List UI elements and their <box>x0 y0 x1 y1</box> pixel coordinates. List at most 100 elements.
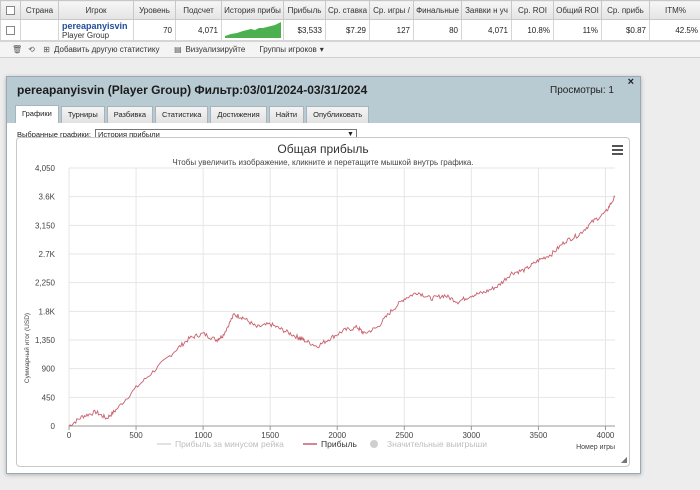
tab-graphs[interactable]: Графики <box>15 105 59 123</box>
tab-tournaments[interactable]: Турниры <box>60 106 105 123</box>
chart-subtitle: Чтобы увеличить изображение, кликните и … <box>172 158 474 167</box>
profit-sparkline[interactable] <box>225 22 281 38</box>
y-axis-label: Суммарный итог (USD) <box>23 313 31 383</box>
chart-icon: ▤ <box>174 45 182 54</box>
country-cell <box>20 19 59 41</box>
x-tick-label: 2000 <box>328 431 346 440</box>
avg-games-cell: 127 <box>369 19 414 41</box>
y-tick-label: 4,050 <box>35 164 56 173</box>
x-tick-label: 1000 <box>194 431 212 440</box>
column-header[interactable]: Ср. ROI <box>511 0 554 20</box>
modal-header[interactable]: pereapanyisvin (Player Group) Фильтр:03/… <box>7 76 640 103</box>
profit-cell: $3,533 <box>283 19 326 41</box>
player-stats-table: Страна Игрок Уровень Подсчет История при… <box>0 0 700 41</box>
refresh-icon[interactable]: ⟲ <box>28 45 35 54</box>
legend-item-label[interactable]: Прибыль за минусом рейка <box>175 439 284 449</box>
legend-item-label[interactable]: Значительные выигрыши <box>387 439 487 449</box>
column-header[interactable]: Подсчет <box>175 0 222 20</box>
close-icon[interactable]: × <box>627 76 634 88</box>
y-tick-label: 900 <box>42 365 56 374</box>
x-tick-label: 4000 <box>597 431 615 440</box>
chevron-down-icon: ▾ <box>319 45 324 54</box>
count-cell: 4,071 <box>175 19 222 41</box>
visualize-button[interactable]: ▤ Визуализируйте <box>173 45 245 54</box>
y-tick-label: 0 <box>51 422 56 431</box>
modal-title: pereapanyisvin (Player Group) Фильтр:03/… <box>17 83 368 97</box>
tab-publish[interactable]: Опубликовать <box>306 106 370 123</box>
x-axis-ticks: 0 500 1000 1500 2000 2500 3000 3500 4000 <box>67 425 615 440</box>
chart-series <box>68 195 616 427</box>
column-header[interactable]: Общий ROI <box>553 0 602 20</box>
column-header[interactable]: Игрок <box>58 0 134 20</box>
column-header[interactable]: Заявки н уч <box>461 0 512 20</box>
finals-cell: 80 <box>413 19 462 41</box>
itm-cell: 42.5% <box>649 19 700 41</box>
y-tick-label: 1,350 <box>35 336 56 345</box>
avg-stake-cell: $7.29 <box>325 19 370 41</box>
add-stats-button[interactable]: ⊞ Добавить другую статистику <box>42 45 159 54</box>
tab-breakdown[interactable]: Разбивка <box>106 106 154 123</box>
chart-svg[interactable]: 04509001,3501.8K2,2502.7K3,1503.6K4,050 … <box>17 138 629 466</box>
visualize-label: Визуализируйте <box>185 45 246 54</box>
column-header[interactable]: Ср. игры / <box>369 0 414 20</box>
legend-swatch <box>370 440 378 448</box>
row-checkbox-cell[interactable] <box>0 19 21 41</box>
trash-icon[interactable]: 🗑 <box>12 45 23 54</box>
x-tick-label: 1500 <box>261 431 279 440</box>
stats-add-icon: ⊞ <box>43 45 50 54</box>
y-tick-label: 450 <box>42 393 56 402</box>
column-header[interactable]: Финальные <box>413 0 462 20</box>
modal-tabs: Графики Турниры Разбивка Статистика Дост… <box>7 103 640 123</box>
chart-title: Общая прибыль <box>277 142 369 156</box>
avg-roi-cell: 10.8% <box>511 19 554 41</box>
table-row[interactable]: pereapanyisvin Player Group 70 4,071 $3,… <box>0 19 700 41</box>
player-groups-label: Группы игроков <box>259 45 317 54</box>
profit-series-line[interactable] <box>68 195 616 427</box>
x-tick-label: 3000 <box>462 431 480 440</box>
player-cell[interactable]: pereapanyisvin Player Group <box>58 19 134 41</box>
column-header[interactable]: Ср. прибь <box>601 0 650 20</box>
player-name-link[interactable]: pereapanyisvin <box>62 20 128 31</box>
hamburger-menu-icon[interactable] <box>612 145 623 155</box>
column-header[interactable]: ITM% <box>649 0 700 20</box>
chevron-down-icon: ▼ <box>347 130 354 138</box>
x-tick-label: 3500 <box>530 431 548 440</box>
player-group-label: Player Group <box>62 30 110 40</box>
select-all-checkbox-cell[interactable] <box>0 0 21 20</box>
column-header[interactable]: Уровень <box>133 0 176 20</box>
resize-grip-icon[interactable]: ◢ <box>620 455 627 464</box>
column-header[interactable]: Ср. ставка <box>325 0 370 20</box>
views-counter: Просмотры: 1 <box>550 85 614 96</box>
x-tick-label: 0 <box>67 431 72 440</box>
graph-select-value: История прибыли <box>97 129 160 139</box>
avg-profit-cell: $0.87 <box>601 19 650 41</box>
total-roi-cell: 11% <box>553 19 602 41</box>
column-header[interactable]: История прибы <box>221 0 284 20</box>
chart-grid <box>68 167 615 427</box>
stats-toolbar: 🗑 ⟲ ⊞ Добавить другую статистику ▤ Визуа… <box>0 41 700 57</box>
column-header[interactable]: Страна <box>20 0 59 20</box>
x-axis-label: Номер игры <box>576 444 615 451</box>
y-tick-label: 2.7K <box>39 250 56 259</box>
player-groups-dropdown[interactable]: Группы игроков ▾ <box>259 45 323 54</box>
level-cell: 70 <box>133 19 176 41</box>
chart-legend: Прибыль за минусом рейка Прибыль Значитель… <box>157 439 487 449</box>
profit-chart[interactable]: Общая прибыль Чтобы увеличить изображени… <box>16 137 630 467</box>
tab-find[interactable]: Найти <box>268 106 305 123</box>
tab-achievements[interactable]: Достижения <box>210 106 267 123</box>
graph-selector-label: Выбранные графики: <box>17 129 91 139</box>
y-axis-ticks: 0 450 900 1,350 1.8K 2,250 2.7K 3,150 3.6K 4,050 <box>35 164 56 431</box>
y-tick-label: 1.8K <box>39 307 56 316</box>
profit-history-sparkline-cell[interactable] <box>221 19 284 41</box>
tab-statistics[interactable]: Статистика <box>155 106 209 123</box>
legend-item-label[interactable]: Прибыль <box>321 439 358 449</box>
entries-cell: 4,071 <box>461 19 512 41</box>
y-tick-label: 2,250 <box>35 279 56 288</box>
column-header[interactable]: Прибыль <box>283 0 326 20</box>
select-all-checkbox[interactable] <box>6 5 15 15</box>
x-tick-label: 2500 <box>395 431 413 440</box>
x-tick-label: 500 <box>129 431 143 440</box>
row-checkbox[interactable] <box>6 25 15 35</box>
y-tick-label: 3,150 <box>35 221 56 230</box>
player-graph-modal: pereapanyisvin (Player Group) Фильтр:03/… <box>6 76 641 474</box>
